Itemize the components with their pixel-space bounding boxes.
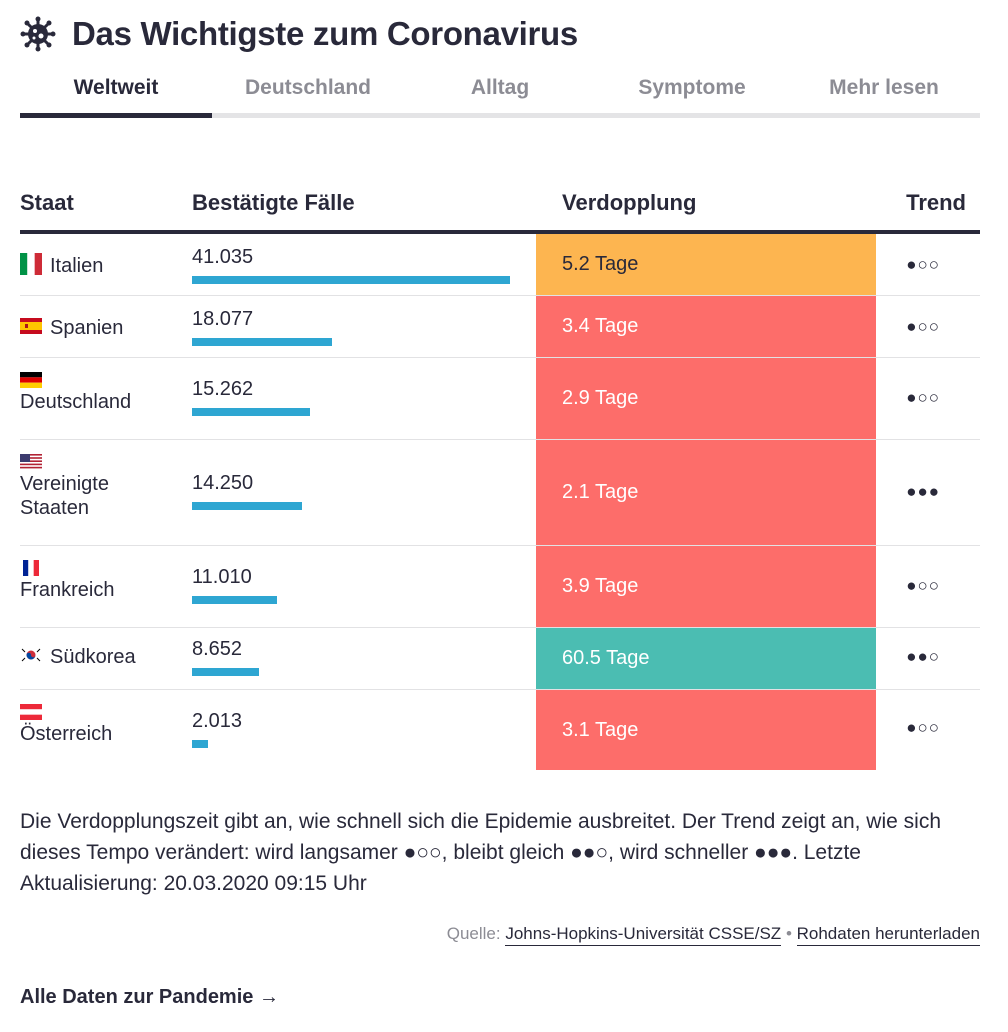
cases-value: 2.013 bbox=[192, 710, 243, 732]
cases-bar bbox=[192, 596, 277, 604]
country-cell: Spanien bbox=[20, 315, 123, 340]
doubling-cell: 3.4 Tage bbox=[536, 296, 876, 357]
column-header-doubling[interactable]: Verdopplung bbox=[562, 190, 697, 215]
country-name: Deutschland bbox=[20, 391, 132, 413]
tab-deutschland[interactable]: Deutschland bbox=[244, 76, 372, 99]
tab-weltweit[interactable]: Weltweit bbox=[20, 64, 212, 118]
table-row: Spanien 18.077 3.4 Tage ●○○ bbox=[20, 296, 980, 358]
country-name: Frankreich bbox=[20, 579, 115, 601]
doubling-cell: 3.1 Tage bbox=[536, 690, 876, 770]
cases-value: 11.010 bbox=[192, 566, 252, 588]
table-row: Deutschland 15.262 2.9 Tage ●○○ bbox=[20, 358, 980, 440]
download-raw-data-link[interactable]: Rohdaten herunterladen bbox=[796, 924, 980, 946]
country-cell: Deutschland bbox=[20, 372, 131, 414]
flag-es-icon bbox=[20, 315, 42, 337]
trend-indicator: ●○○ bbox=[906, 255, 940, 274]
cases-value: 18.077 bbox=[192, 308, 254, 330]
trend-indicator: ●○○ bbox=[906, 718, 940, 737]
cases-value: 41.035 bbox=[192, 246, 254, 268]
cases-bar bbox=[192, 740, 208, 748]
page-title: Das Wichtigste zum Coronavirus bbox=[72, 15, 578, 52]
flag-fr-icon bbox=[20, 560, 42, 576]
country-cell: Österreich bbox=[20, 704, 112, 746]
trend-indicator: ●○○ bbox=[906, 388, 940, 407]
flag-de-icon bbox=[20, 372, 42, 388]
doubling-cell: 5.2 Tage bbox=[536, 234, 876, 295]
tab-bar: Weltweit Deutschland Alltag Symptome Meh… bbox=[20, 64, 980, 118]
cases-table: Staat Bestätigte Fälle Verdopplung Trend… bbox=[20, 182, 980, 770]
all-pandemic-data-link[interactable]: Alle Daten zur Pandemie → bbox=[20, 986, 279, 1008]
cases-bar bbox=[192, 338, 332, 346]
cases-bar bbox=[192, 502, 302, 510]
trend-indicator: ●●○ bbox=[906, 647, 940, 666]
header: Das Wichtigste zum Coronavirus bbox=[20, 12, 578, 56]
country-cell: Italien bbox=[20, 253, 103, 278]
country-cell: Südkorea bbox=[20, 644, 136, 669]
explanation-note: Die Verdopplungszeit gibt an, wie schnel… bbox=[20, 810, 941, 895]
doubling-cell: 2.9 Tage bbox=[536, 358, 876, 439]
cases-value: 8.652 bbox=[192, 638, 243, 660]
source-prefix: Quelle: bbox=[446, 924, 501, 943]
country-name: Südkorea bbox=[50, 646, 136, 668]
trend-indicator: ●○○ bbox=[906, 576, 940, 595]
table-row: Österreich 2.013 3.1 Tage ●○○ bbox=[20, 690, 980, 770]
flag-it-icon bbox=[20, 253, 42, 275]
flag-us-icon bbox=[20, 454, 42, 470]
source-separator: • bbox=[785, 924, 792, 943]
flag-at-icon bbox=[20, 704, 42, 720]
cases-value: 14.250 bbox=[192, 472, 254, 494]
table-row: Frankreich 11.010 3.9 Tage ●○○ bbox=[20, 546, 980, 628]
country-name: Italien bbox=[50, 255, 104, 277]
country-name: Vereinigte Staaten bbox=[20, 473, 109, 519]
virus-icon bbox=[20, 16, 56, 52]
source-line: Quelle: Johns-Hopkins-Universität CSSE/S… bbox=[446, 924, 980, 946]
column-header-country[interactable]: Staat bbox=[20, 190, 74, 215]
table-row: Vereinigte Staaten 14.250 2.1 Tage ●●● bbox=[20, 440, 980, 546]
country-cell: Vereinigte Staaten bbox=[20, 454, 130, 520]
tab-symptome[interactable]: Symptome bbox=[638, 76, 746, 99]
cases-bar bbox=[192, 668, 259, 676]
doubling-cell: 2.1 Tage bbox=[536, 440, 876, 545]
country-name: Spanien bbox=[50, 317, 124, 339]
column-header-trend[interactable]: Trend bbox=[906, 190, 966, 215]
tab-mehr-lesen[interactable]: Mehr lesen bbox=[829, 76, 939, 99]
table-row: Südkorea 8.652 60.5 Tage ●●○ bbox=[20, 628, 980, 690]
doubling-cell: 60.5 Tage bbox=[536, 628, 876, 689]
cases-bar bbox=[192, 408, 310, 416]
column-header-cases[interactable]: Bestätigte Fälle bbox=[192, 190, 355, 215]
table-row: Italien 41.035 5.2 Tage ●○○ bbox=[20, 234, 980, 296]
table-header: Staat Bestätigte Fälle Verdopplung Trend bbox=[20, 182, 980, 234]
trend-indicator: ●●● bbox=[906, 482, 940, 501]
tab-alltag[interactable]: Alltag bbox=[470, 76, 530, 99]
doubling-cell: 3.9 Tage bbox=[536, 546, 876, 627]
cases-value: 15.262 bbox=[192, 378, 254, 400]
cases-bar bbox=[192, 276, 510, 284]
source-link[interactable]: Johns-Hopkins-Universität CSSE/SZ bbox=[505, 924, 782, 946]
flag-kr-icon bbox=[20, 644, 42, 666]
trend-indicator: ●○○ bbox=[906, 317, 940, 336]
country-cell: Frankreich bbox=[20, 560, 114, 602]
country-name: Österreich bbox=[20, 723, 113, 745]
